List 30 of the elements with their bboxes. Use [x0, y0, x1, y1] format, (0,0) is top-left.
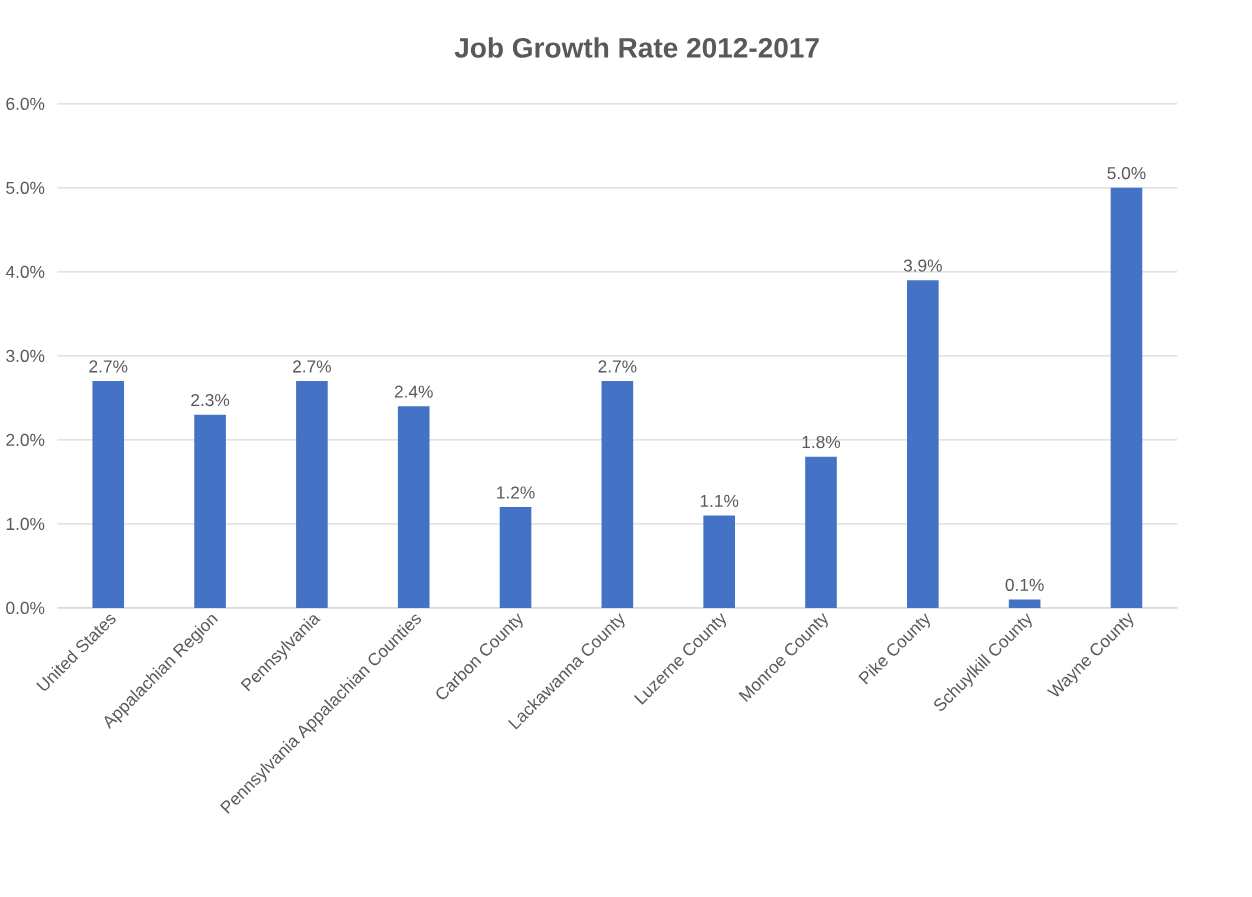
data-label: 2.7%: [598, 360, 637, 373]
bar: [397, 406, 430, 609]
bar: [805, 456, 837, 609]
bar: [499, 507, 532, 609]
y-tick-label: 4.0%: [5, 265, 45, 279]
y-tick-label: 5.0%: [6, 181, 45, 195]
bar: [194, 414, 226, 609]
data-label: 2.3%: [191, 394, 230, 407]
data-label: 1.8%: [802, 436, 841, 449]
data-label: 2.7%: [89, 360, 128, 373]
bar: [907, 280, 939, 609]
y-tick-label: 2.0%: [6, 433, 45, 447]
data-label: 5.0%: [1107, 167, 1146, 180]
bar: [92, 381, 125, 609]
bar: [1008, 599, 1041, 609]
y-tick-label: 1.0%: [6, 518, 45, 531]
data-label: 2.7%: [293, 360, 331, 373]
bar: [296, 381, 328, 609]
y-tick-label: 0.0%: [6, 602, 45, 615]
bar: [1110, 188, 1143, 609]
data-label: 2.4%: [394, 385, 433, 398]
y-tick-label: 6.0%: [6, 97, 45, 111]
data-label: 0.1%: [1005, 578, 1044, 592]
data-label: 1.2%: [497, 486, 535, 499]
chart-title: Job Growth Rate 2012-2017: [454, 37, 819, 58]
data-label: 1.1%: [700, 495, 739, 508]
bar: [601, 381, 634, 609]
data-label: 3.9%: [903, 259, 942, 272]
bar: [703, 515, 735, 609]
y-tick-label: 3.0%: [6, 349, 45, 363]
